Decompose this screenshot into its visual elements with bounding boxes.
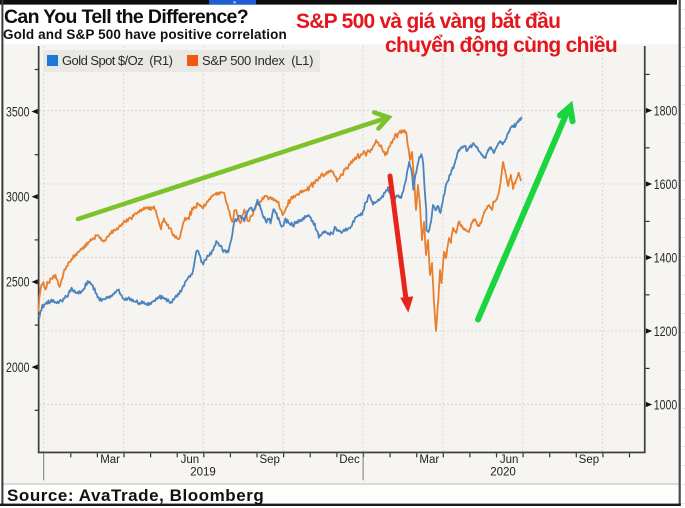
svg-text:1000: 1000	[654, 397, 678, 412]
svg-text:1600: 1600	[654, 177, 678, 192]
svg-text:3000: 3000	[6, 190, 30, 205]
svg-text:Sep: Sep	[579, 454, 599, 466]
svg-text:Dec: Dec	[339, 454, 360, 466]
svg-text:1400: 1400	[654, 250, 678, 265]
svg-text:1800: 1800	[654, 103, 678, 118]
svg-text:2019: 2019	[190, 467, 216, 479]
svg-text:Jun: Jun	[181, 454, 200, 466]
svg-text:Sep: Sep	[259, 454, 279, 466]
svg-text:Mar: Mar	[419, 454, 439, 466]
svg-text:Mar: Mar	[100, 454, 120, 466]
svg-text:1200: 1200	[654, 324, 678, 339]
svg-text:3500: 3500	[6, 104, 30, 119]
svg-text:2000: 2000	[6, 360, 30, 375]
svg-text:2500: 2500	[6, 275, 30, 290]
svg-text:Jun: Jun	[500, 454, 519, 466]
svg-text:2020: 2020	[490, 467, 516, 479]
